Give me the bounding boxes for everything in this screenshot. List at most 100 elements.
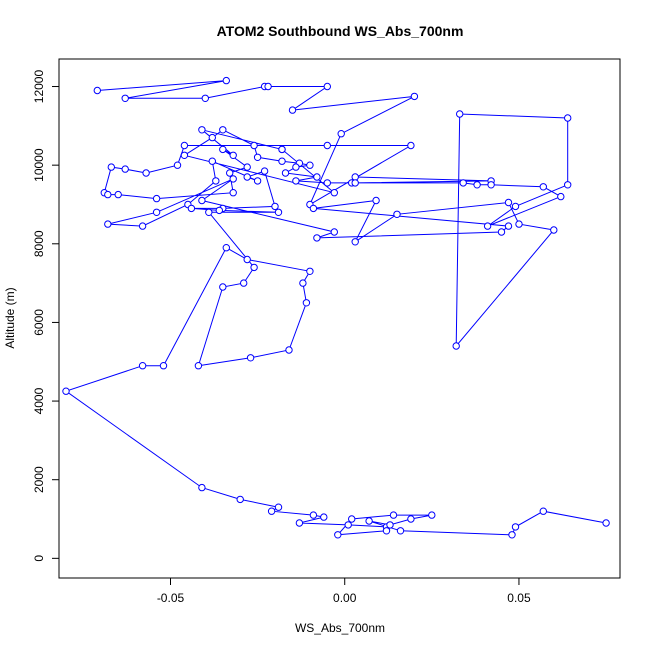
data-point [121, 94, 129, 103]
data-point [313, 173, 321, 181]
data-point [278, 145, 286, 154]
data-point [62, 387, 70, 395]
chart-title: ATOM2 Southbound WS_Abs_700nm [217, 23, 464, 39]
data-point [246, 354, 255, 362]
data-point [382, 527, 391, 535]
data-point [173, 161, 182, 169]
data-point [253, 177, 262, 185]
y-axis-label: Altitude (m) [3, 287, 17, 348]
data-point [212, 177, 220, 185]
data-point [306, 267, 314, 275]
y-tick-label: 12000 [32, 70, 46, 104]
data-point [330, 189, 338, 197]
data-point [222, 76, 231, 85]
data-point [306, 161, 314, 169]
data-point [288, 106, 297, 114]
data-point [539, 507, 547, 515]
data-point [389, 511, 398, 519]
data-point [320, 513, 328, 521]
data-point [274, 208, 283, 217]
data-point [410, 92, 419, 101]
x-tick-label: 0.05 [507, 591, 531, 605]
data-point [107, 163, 116, 171]
data-point [459, 179, 467, 187]
data-point [226, 169, 234, 177]
data-point [142, 169, 150, 177]
data-point [330, 228, 338, 236]
data-point [602, 519, 610, 527]
data-point [219, 145, 227, 154]
data-point [267, 507, 276, 515]
data-point [236, 495, 244, 504]
series-layer [62, 76, 610, 539]
data-point [539, 183, 547, 191]
data-point [351, 179, 359, 187]
data-point [152, 208, 161, 217]
data-point [285, 346, 293, 354]
data-point [334, 531, 342, 539]
data-point [180, 151, 189, 160]
data-point [473, 181, 481, 189]
data-point [292, 163, 300, 171]
data-point [250, 141, 258, 150]
data-point [215, 206, 224, 215]
data-point [180, 141, 189, 150]
data-point [407, 515, 415, 523]
data-point [295, 519, 304, 527]
data-point [511, 202, 520, 211]
y-axis: 0 2000 4000 6000 8000 10000 12000 [32, 70, 60, 562]
data-point [205, 208, 213, 217]
data-point [198, 483, 206, 492]
data-point [511, 523, 520, 531]
data-point [240, 279, 248, 287]
y-tick-label: 4000 [32, 387, 46, 414]
data-point [219, 126, 227, 134]
data-point [159, 362, 168, 370]
data-point [407, 141, 415, 150]
data-point [396, 527, 405, 535]
y-tick-label: 8000 [32, 230, 46, 257]
data-point [452, 342, 460, 350]
data-point [243, 163, 251, 171]
data-point [274, 503, 283, 511]
data-point [564, 114, 572, 122]
data-point [564, 181, 572, 189]
data-point [243, 255, 251, 264]
data-point [229, 189, 237, 197]
data-point [229, 175, 237, 183]
data-point [344, 521, 352, 529]
data-point [281, 169, 290, 177]
data-point [428, 511, 436, 519]
data-point [292, 177, 300, 185]
y-tick-label: 10000 [32, 148, 46, 182]
data-point [219, 283, 227, 291]
data-point [114, 190, 122, 199]
series-line [64, 80, 607, 536]
data-point [152, 194, 161, 203]
data-point [323, 82, 331, 91]
data-point [323, 141, 331, 150]
x-axis: -0.05 0.00 0.05 [157, 577, 531, 605]
data-point [372, 196, 380, 205]
data-point [138, 222, 147, 230]
data-point [121, 165, 129, 173]
data-point [208, 133, 217, 142]
data-point [194, 362, 203, 370]
y-tick-label: 0 [32, 555, 46, 562]
data-point [497, 228, 506, 236]
data-point [550, 226, 558, 234]
y-tick-label: 6000 [32, 309, 46, 336]
x-tick-label: -0.05 [157, 591, 185, 605]
data-point [456, 110, 464, 118]
data-point [93, 86, 102, 95]
data-point [309, 204, 318, 213]
data-point [208, 157, 217, 165]
data-point [504, 198, 513, 207]
data-point [243, 173, 251, 181]
data-point [138, 362, 147, 370]
data-point [264, 82, 272, 91]
data-point [508, 531, 516, 539]
data-point [198, 196, 206, 205]
data-point [278, 157, 286, 165]
